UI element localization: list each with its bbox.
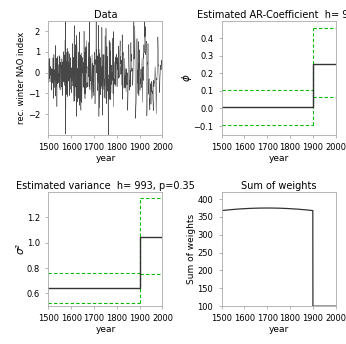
X-axis label: year: year (95, 325, 116, 334)
Title: Sum of weights: Sum of weights (241, 181, 316, 191)
Y-axis label: ϕ: ϕ (182, 74, 192, 81)
Title: Estimated AR-Coefficient  h= 993: Estimated AR-Coefficient h= 993 (197, 10, 346, 20)
X-axis label: year: year (95, 153, 116, 163)
Y-axis label: σ²: σ² (16, 244, 26, 255)
Y-axis label: rec. winter NAO index: rec. winter NAO index (17, 32, 26, 124)
X-axis label: year: year (268, 325, 289, 334)
Y-axis label: Sum of weights: Sum of weights (187, 214, 196, 284)
Title: Estimated variance  h= 993, p=0.35: Estimated variance h= 993, p=0.35 (16, 181, 195, 191)
Title: Data: Data (94, 10, 117, 20)
X-axis label: year: year (268, 153, 289, 163)
